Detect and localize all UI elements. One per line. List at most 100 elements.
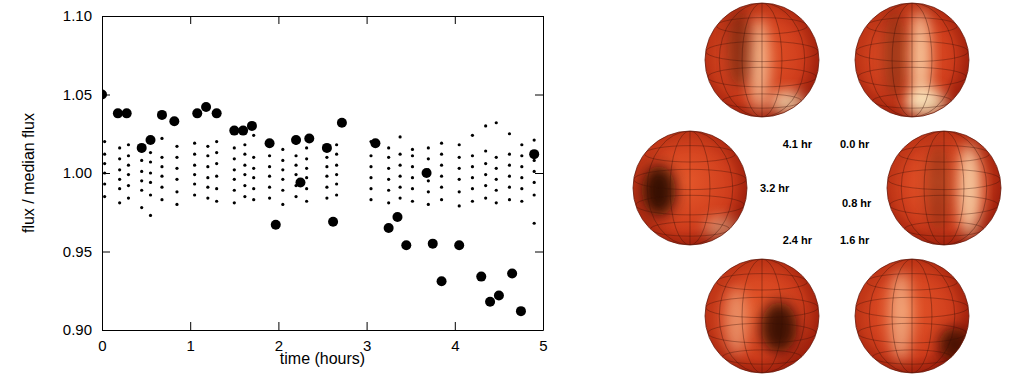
globe-disc [855, 3, 969, 117]
tick-label: 0.90 [63, 321, 92, 338]
globe-disc [705, 259, 819, 373]
globe-label: 0.8 hr [842, 197, 872, 209]
point [495, 201, 498, 204]
point [533, 222, 536, 225]
point [233, 189, 236, 192]
globe-outline [887, 131, 1001, 245]
point [484, 162, 487, 165]
point [233, 178, 236, 181]
point [305, 176, 308, 179]
surface-feature [927, 142, 950, 233]
meridian [924, 131, 964, 245]
parallel [898, 146, 989, 162]
point [193, 173, 196, 176]
point [516, 306, 526, 316]
axis-line [103, 16, 544, 17]
point [507, 268, 517, 278]
parallel [650, 222, 729, 236]
y-axis-title: flux / median flux [20, 113, 37, 233]
point [175, 178, 178, 181]
point [384, 223, 394, 233]
point [387, 189, 390, 192]
meridian [762, 259, 763, 373]
point [471, 200, 474, 203]
meridian [742, 3, 782, 117]
globe-surface [633, 131, 747, 245]
point [484, 124, 487, 127]
tick-mark [535, 252, 543, 253]
point [146, 135, 156, 145]
point [484, 197, 487, 200]
point [252, 134, 255, 137]
point [411, 176, 414, 179]
parallel [644, 146, 735, 162]
parallel [706, 297, 819, 317]
point [471, 154, 474, 157]
point [160, 198, 163, 201]
tick [535, 16, 543, 17]
parallel [856, 297, 969, 317]
point [533, 181, 536, 184]
series [102, 90, 539, 317]
parallel [856, 41, 969, 61]
point [369, 198, 372, 201]
meridian [912, 3, 913, 117]
meridian [912, 259, 913, 373]
point [458, 204, 461, 207]
point [305, 157, 308, 160]
parallel [866, 18, 957, 34]
point [103, 195, 106, 198]
point [533, 170, 536, 173]
globe-surface [705, 3, 819, 117]
tick [278, 16, 279, 24]
point [458, 190, 461, 193]
globe-surface [887, 131, 1001, 245]
axis-line [103, 330, 544, 331]
parallel [636, 195, 745, 215]
parallel [706, 41, 819, 61]
point [215, 187, 218, 190]
point [160, 137, 163, 140]
point [305, 187, 308, 190]
parallel [722, 94, 801, 108]
point [495, 156, 498, 159]
point [268, 186, 271, 189]
point [252, 156, 255, 159]
point [427, 190, 430, 193]
point [471, 134, 474, 137]
point [268, 154, 271, 157]
tick-mark [278, 16, 279, 24]
point [175, 145, 178, 148]
point [268, 175, 271, 178]
point [387, 201, 390, 204]
surface-feature [958, 142, 981, 239]
tick [535, 330, 543, 331]
points [102, 90, 539, 317]
tick-mark [102, 330, 110, 331]
point [243, 153, 246, 156]
globe [855, 259, 971, 373]
point [440, 198, 443, 201]
point [215, 140, 218, 143]
point [495, 167, 498, 170]
globe-label: 4.1 hr [783, 138, 813, 150]
tick [455, 16, 456, 24]
globe-outline [855, 259, 969, 373]
point [369, 187, 372, 190]
parallel [888, 169, 1001, 189]
point [305, 167, 308, 170]
globe [705, 3, 819, 117]
point [294, 173, 297, 176]
point [149, 193, 152, 196]
point [520, 143, 523, 146]
point [215, 175, 218, 178]
meridian [892, 259, 932, 373]
tick: 2 [275, 322, 283, 354]
point [118, 201, 121, 204]
point [471, 176, 474, 179]
tick-mark [535, 16, 543, 17]
point [157, 110, 167, 120]
point [294, 195, 297, 198]
point [243, 173, 246, 176]
point [160, 175, 163, 178]
